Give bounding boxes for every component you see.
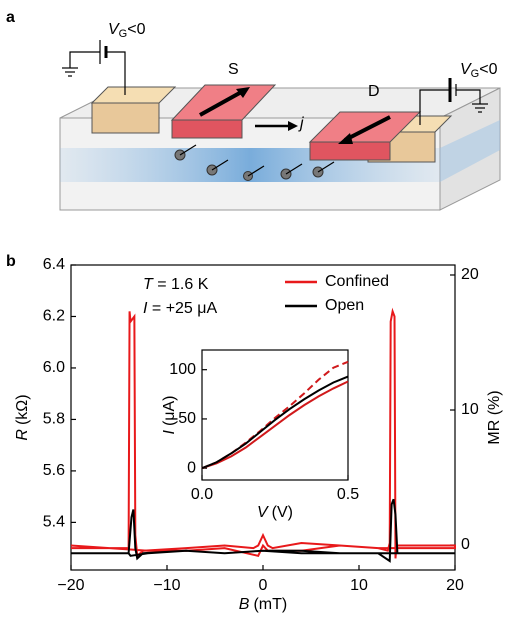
device-diagram — [59, 40, 501, 211]
x-axis-label-part: (V) — [272, 504, 293, 521]
annotation: I = +25 μA — [143, 300, 217, 317]
x-tick-label: −20 — [57, 577, 84, 594]
y2-tick-label: 0 — [461, 536, 470, 553]
x-tick-label: 0.5 — [337, 486, 359, 503]
x-axis-label-part: B — [239, 596, 250, 613]
annotation-part: T — [143, 276, 154, 293]
y-tick-label: 0 — [187, 459, 196, 476]
x-tick-label: 0 — [259, 577, 268, 594]
y2-axis-label: MR (%) — [486, 390, 503, 444]
panel-label: a — [6, 9, 15, 26]
gate-voltage-label-part: <0 — [479, 61, 497, 78]
y-tick-label: 50 — [178, 410, 196, 427]
plot-frame — [201, 349, 349, 481]
annotation: T = 1.6 K — [143, 276, 209, 293]
y-tick-label: 100 — [169, 361, 196, 378]
x-axis-label: B (mT) — [239, 596, 287, 613]
gate-voltage-label: VG<0 — [108, 21, 146, 40]
annotation-part: = +25 μA — [147, 300, 217, 317]
legend-label: Open — [325, 297, 364, 314]
x-tick-label: 10 — [350, 577, 368, 594]
gate-voltage-label-part: V — [108, 21, 120, 38]
y-tick-label: 5.4 — [43, 514, 65, 531]
drain-label: D — [368, 83, 380, 100]
legend-label: Confined — [325, 273, 389, 290]
y-axis-label-part: I — [161, 430, 178, 435]
y-tick-label: 5.8 — [43, 411, 65, 428]
x-tick-label: 0.0 — [191, 486, 213, 503]
y2-tick-label: 20 — [461, 266, 479, 283]
x-axis-label-part: (mT) — [253, 596, 287, 613]
y-axis-label-part: (kΩ) — [14, 394, 31, 425]
y-axis-label-part: R — [14, 429, 31, 441]
annotation-part: = 1.6 K — [153, 276, 209, 293]
source-label: S — [228, 61, 239, 78]
data-line — [71, 498, 455, 563]
data-line — [201, 380, 349, 470]
y-axis-label: I (μA) — [161, 396, 178, 435]
gate-voltage-label-part: V — [460, 61, 472, 78]
y-tick-label: 5.6 — [43, 462, 65, 479]
x-tick-label: −10 — [153, 577, 180, 594]
data-line — [201, 375, 349, 470]
gate-voltage-label: VG<0 — [460, 61, 498, 80]
x-axis-label-part: V — [257, 504, 269, 521]
gate-voltage-label-part: G — [119, 28, 128, 40]
x-axis-label: V (V) — [257, 504, 293, 521]
x-tick-label: 20 — [446, 577, 464, 594]
panel-label: b — [6, 253, 16, 270]
data-line — [70, 307, 456, 559]
current-label: j — [298, 115, 304, 132]
y-tick-label: 6.2 — [43, 308, 65, 325]
plot-frame — [70, 264, 456, 571]
y-tick-label: 6.0 — [43, 359, 65, 376]
annotation-part: I — [143, 300, 148, 317]
y-tick-label: 6.4 — [43, 256, 65, 273]
y-axis-label-part: (μA) — [161, 396, 178, 427]
y-axis-label: R (kΩ) — [14, 394, 31, 440]
gate-voltage-label-part: <0 — [127, 21, 145, 38]
y2-tick-label: 10 — [461, 401, 479, 418]
gate-voltage-label-part: G — [471, 68, 480, 80]
